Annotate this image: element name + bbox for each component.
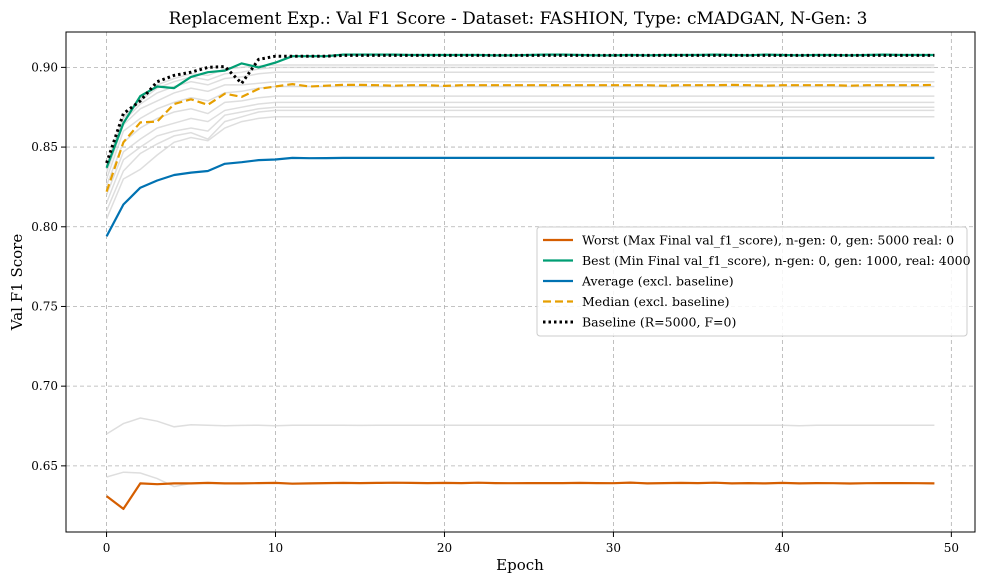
legend-box (536, 226, 968, 337)
background-series-line (105, 64, 935, 165)
x-axis-ticks: 0 10 20 30 40 50 (103, 532, 959, 555)
x-tick-label: 10 (268, 541, 283, 555)
x-tick-label: 40 (775, 541, 790, 555)
y-tick-label: 0.70 (31, 379, 58, 393)
x-tick-label: 20 (437, 541, 452, 555)
legend-label: Baseline (R=5000, F=0) (582, 315, 736, 330)
x-tick-label: 0 (103, 541, 111, 555)
series-lines (105, 53, 935, 510)
y-tick-label: 0.65 (31, 459, 58, 473)
x-axis-label: Epoch (496, 556, 544, 574)
legend-label: Median (excl. baseline) (582, 294, 730, 309)
legend: Worst (Max Final val_f1_score), n-gen: 0… (536, 226, 971, 337)
y-tick-label: 0.90 (31, 60, 58, 74)
legend-label: Worst (Max Final val_f1_score), n-gen: 0… (582, 233, 954, 248)
chart-title: Replacement Exp.: Val F1 Score - Dataset… (169, 9, 868, 29)
background-series-line (106, 417, 935, 435)
background-series-line (105, 116, 935, 220)
background-series-line (105, 80, 935, 173)
background-series-line (105, 66, 935, 167)
y-axis-ticks: 0.65 0.70 0.75 0.80 0.85 0.90 (31, 60, 66, 473)
y-axis-label: Val F1 Score (8, 234, 26, 332)
y-tick-label: 0.75 (31, 299, 58, 313)
plot-frame (65, 31, 976, 533)
series-line (105, 83, 935, 193)
x-tick-label: 50 (944, 541, 959, 555)
background-series-line (105, 106, 935, 204)
legend-label: Average (excl. baseline) (581, 274, 734, 289)
legend-label: Best (Min Final val_f1_score), n-gen: 0,… (582, 253, 971, 268)
background-series-line (105, 71, 935, 170)
background-series-line (105, 109, 935, 212)
x-tick-label: 30 (606, 541, 621, 555)
series-line (105, 481, 935, 510)
background-series-line (105, 85, 935, 180)
y-tick-label: 0.85 (31, 140, 58, 154)
series-line (105, 53, 935, 164)
y-tick-label: 0.80 (31, 220, 58, 234)
background-series-line (105, 101, 935, 196)
series-line (105, 156, 935, 237)
background-series-line (105, 95, 935, 186)
legend-entries: Worst (Max Final val_f1_score), n-gen: 0… (543, 233, 971, 330)
